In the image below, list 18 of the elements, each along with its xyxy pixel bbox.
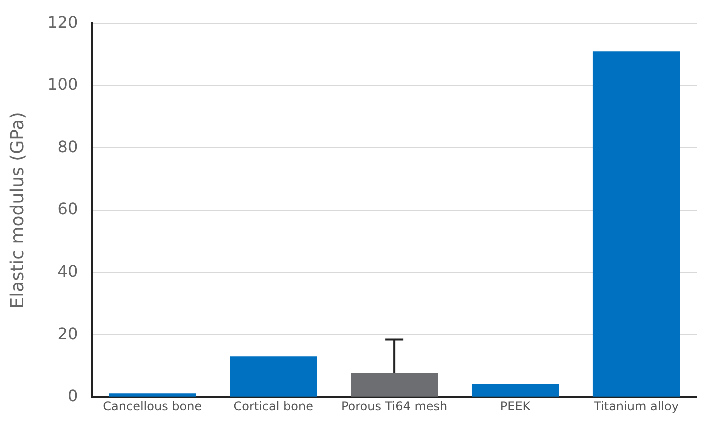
bar [472, 384, 560, 397]
x-tick-label: Titanium alloy [593, 400, 679, 414]
x-tick-label: PEEK [500, 400, 532, 414]
y-tick-label: 20 [58, 324, 78, 344]
bar [592, 52, 680, 397]
y-tick-label: 40 [58, 262, 78, 281]
y-axis-title: Elastic modulus (GPa) [7, 112, 28, 309]
x-tick-label: Cortical bone [234, 400, 314, 414]
bar [351, 373, 438, 397]
y-tick-label: 80 [58, 137, 78, 156]
x-tick-label: Cancellous bone [103, 400, 202, 414]
bar [109, 394, 196, 397]
y-tick-label: 60 [58, 200, 78, 219]
y-tick-label: 100 [48, 75, 78, 94]
x-tick-label: Porous Ti64 mesh [341, 400, 448, 414]
bar [230, 356, 318, 397]
y-tick-label: 120 [48, 12, 78, 32]
y-tick-label: 0 [68, 386, 78, 406]
